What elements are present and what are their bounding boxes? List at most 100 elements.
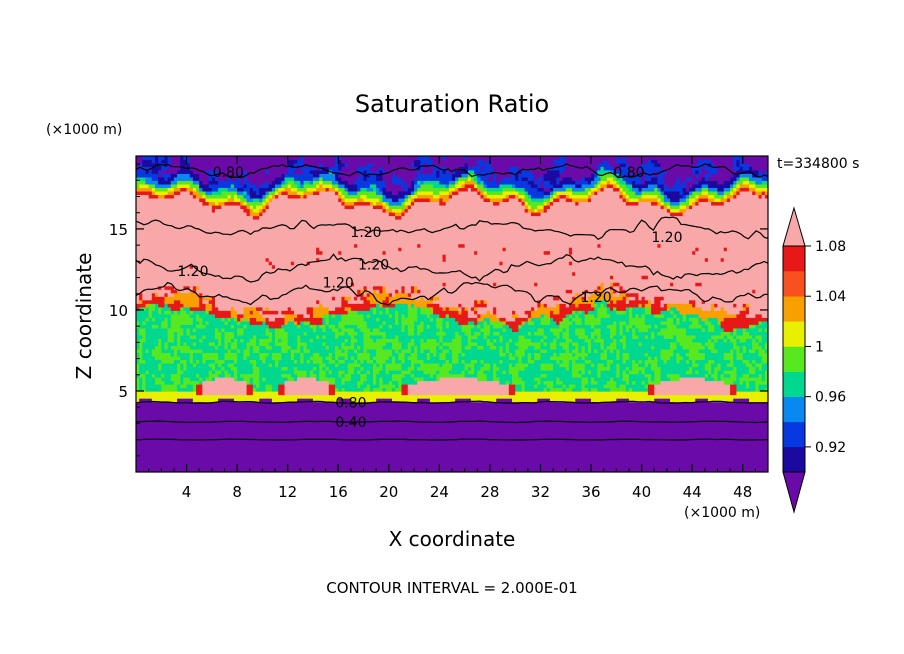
field-cell xyxy=(625,328,630,332)
field-cell xyxy=(502,191,519,196)
field-cell xyxy=(316,366,320,371)
field-cell xyxy=(524,321,529,325)
field-cell xyxy=(170,352,175,357)
field-cell xyxy=(426,314,431,318)
field-cell xyxy=(755,366,759,371)
field-cell xyxy=(572,191,589,196)
field-cell xyxy=(401,324,405,329)
field-cell xyxy=(136,310,150,315)
field-cell xyxy=(192,387,197,392)
field-cell xyxy=(208,321,225,325)
field-cell xyxy=(240,321,251,325)
field-cell xyxy=(489,321,503,325)
field-cell xyxy=(512,363,516,368)
field-cell xyxy=(360,363,374,368)
field-cell xyxy=(698,170,703,174)
field-cell xyxy=(136,447,768,452)
field-cell xyxy=(663,314,674,318)
field-cell xyxy=(385,321,396,325)
field-cell xyxy=(145,317,150,322)
contour-line xyxy=(136,400,768,405)
field-cell xyxy=(148,184,156,188)
field-cell xyxy=(319,366,323,371)
field-cell xyxy=(294,356,301,361)
field-cell xyxy=(366,377,374,382)
field-cell xyxy=(287,338,298,343)
field-cell xyxy=(363,317,377,322)
field-cell xyxy=(376,303,380,308)
field-cell xyxy=(477,373,488,378)
field-cell xyxy=(167,187,175,192)
field-cell xyxy=(312,173,320,178)
field-cell xyxy=(139,292,143,297)
field-cell xyxy=(470,366,475,371)
field-cell xyxy=(322,328,326,332)
field-cell xyxy=(429,398,456,403)
field-cell xyxy=(543,338,554,343)
field-cell xyxy=(654,299,661,304)
field-cell xyxy=(154,373,162,378)
field-cell xyxy=(227,177,232,181)
field-cell xyxy=(685,205,690,210)
field-cell xyxy=(369,335,383,339)
field-cell xyxy=(502,349,507,354)
field-cell xyxy=(316,166,320,171)
field-cell xyxy=(597,363,605,368)
field-cell xyxy=(246,384,254,389)
field-cell xyxy=(230,366,238,371)
field-cell xyxy=(319,299,342,304)
field-cell xyxy=(322,166,330,171)
field-cell xyxy=(139,359,146,364)
field-cell xyxy=(237,366,254,371)
field-cell xyxy=(139,321,143,325)
field-cell xyxy=(594,349,598,354)
field-cell xyxy=(338,370,345,375)
field-cell xyxy=(290,356,295,361)
field-cell xyxy=(136,184,140,188)
field-cell xyxy=(695,359,709,364)
field-cell xyxy=(698,349,712,354)
field-cell xyxy=(723,328,734,332)
field-cell xyxy=(714,324,721,329)
field-cell xyxy=(761,335,768,339)
field-cell xyxy=(139,352,143,357)
field-cell xyxy=(265,194,270,199)
field-cell xyxy=(733,366,737,371)
field-cell xyxy=(483,324,491,329)
field-cell xyxy=(594,184,598,188)
field-cell xyxy=(357,356,371,361)
field-cell xyxy=(467,170,475,174)
field-cell xyxy=(692,250,696,255)
field-cell xyxy=(742,345,747,350)
field-cell xyxy=(670,377,680,382)
field-cell xyxy=(420,184,434,188)
field-cell xyxy=(666,306,671,311)
field-cell xyxy=(167,156,172,160)
field-cell xyxy=(606,363,611,368)
field-cell xyxy=(325,366,330,371)
field-cell xyxy=(196,391,203,396)
field-cell xyxy=(433,373,437,378)
field-cell xyxy=(553,184,563,188)
field-cell xyxy=(391,292,396,297)
field-cell xyxy=(290,349,301,354)
field-cell xyxy=(278,359,295,364)
field-cell xyxy=(600,370,617,375)
field-cell xyxy=(505,380,510,385)
field-cell xyxy=(619,349,661,354)
contour-line xyxy=(136,420,768,424)
field-cell xyxy=(382,363,387,368)
field-cell xyxy=(518,166,551,171)
field-cell xyxy=(622,370,627,375)
field-cell xyxy=(666,324,677,329)
field-cell xyxy=(679,191,684,196)
field-cell xyxy=(211,191,222,196)
field-cell xyxy=(493,282,497,287)
field-cell xyxy=(742,380,747,385)
field-cell xyxy=(259,184,270,188)
field-cell xyxy=(309,261,500,266)
field-cell xyxy=(575,201,579,206)
field-cell xyxy=(252,345,260,350)
field-cell xyxy=(215,314,232,318)
field-cell xyxy=(736,335,753,339)
